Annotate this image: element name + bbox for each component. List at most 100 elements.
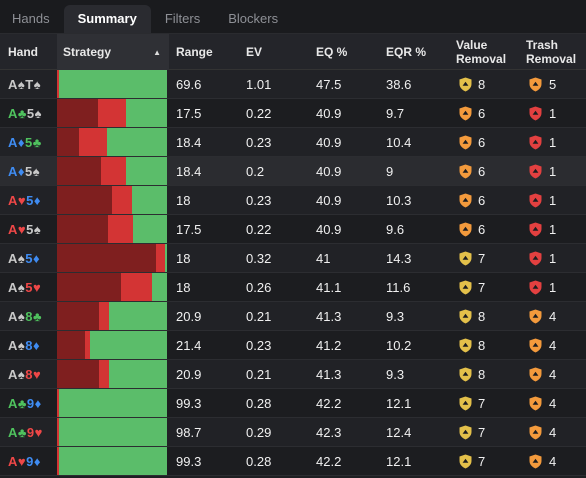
ev-value: 0.22 xyxy=(246,222,272,237)
table-row[interactable]: A♥5♦ 18 0.23 40.9 10.3 6 1 xyxy=(0,186,586,215)
range-value: 99.3 xyxy=(176,396,202,411)
range-value: 18 xyxy=(176,193,191,208)
eq-value: 42.2 xyxy=(316,454,342,469)
table-row[interactable]: A♠T♠ 69.6 1.01 47.5 38.6 8 5 xyxy=(0,70,586,99)
shield-up-icon xyxy=(529,280,542,295)
hand-cell: A♣5♠ xyxy=(8,99,42,128)
diamond-suit-icon: ♦ xyxy=(33,454,41,469)
column-header-trash-removal[interactable]: Trash Removal xyxy=(526,34,576,70)
hand-cell: A♠5♥ xyxy=(8,273,41,302)
eqr-value: 10.2 xyxy=(386,338,412,353)
shield-up-icon xyxy=(529,454,542,469)
table-row[interactable]: A♠5♥ 18 0.26 41.1 11.6 7 1 xyxy=(0,273,586,302)
eqr-value: 12.1 xyxy=(386,396,412,411)
column-header-strategy[interactable]: Strategy ▲ xyxy=(57,34,169,70)
card-rank: A xyxy=(8,222,18,237)
strategy-segment-bet xyxy=(57,389,60,417)
diamond-suit-icon: ♦ xyxy=(34,396,42,411)
shield-up-icon xyxy=(459,309,472,324)
strategy-segment-bet xyxy=(79,128,107,156)
table-row[interactable]: A♣9♥ 98.7 0.29 42.3 12.4 7 4 xyxy=(0,418,586,447)
value-removal-value: 6 xyxy=(478,135,486,150)
card-rank: 9 xyxy=(26,454,34,469)
spade-suit-icon: ♠ xyxy=(34,106,43,121)
range-value: 18 xyxy=(176,280,191,295)
strategy-segment-bet xyxy=(84,331,90,359)
table-row[interactable]: A♥5♠ 17.5 0.22 40.9 9.6 6 1 xyxy=(0,215,586,244)
eqr-value: 9.6 xyxy=(386,222,405,237)
strategy-segment-check xyxy=(126,157,167,185)
trash-removal-value: 5 xyxy=(549,77,557,92)
strategy-segment-check xyxy=(59,418,167,446)
shield-up-icon xyxy=(529,193,542,208)
shield-up-icon xyxy=(529,309,542,324)
tab-blockers[interactable]: Blockers xyxy=(228,11,279,26)
shield-up-icon xyxy=(459,193,472,208)
strategy-segment-large-bet xyxy=(57,331,85,359)
column-header-hand-label: Hand xyxy=(8,45,38,59)
column-header-eqr-label: EQR % xyxy=(386,45,427,59)
spade-suit-icon: ♠ xyxy=(17,309,26,324)
table-row[interactable]: A♦5♠ 18.4 0.2 40.9 9 6 1 xyxy=(0,157,586,186)
strategy-bar xyxy=(57,389,167,417)
table-row[interactable]: A♠8♥ 20.9 0.21 41.3 9.3 8 4 xyxy=(0,360,586,389)
table-row[interactable]: A♠8♦ 21.4 0.23 41.2 10.2 8 4 xyxy=(0,331,586,360)
trash-removal-value: 4 xyxy=(549,367,557,382)
table-row[interactable]: A♣5♠ 17.5 0.22 40.9 9.7 6 1 xyxy=(0,99,586,128)
eqr-value: 9.3 xyxy=(386,309,405,324)
strategy-segment-check xyxy=(59,447,167,475)
strategy-bar xyxy=(57,447,167,475)
value-removal-value: 8 xyxy=(478,77,486,92)
card-rank: A xyxy=(8,280,18,295)
range-value: 21.4 xyxy=(176,338,202,353)
hand-cell: A♠8♣ xyxy=(8,302,42,331)
column-header-value-removal-line1: Value xyxy=(456,38,488,52)
shield-up-icon xyxy=(529,222,542,237)
range-value: 98.7 xyxy=(176,425,202,440)
card-rank: A xyxy=(8,106,18,121)
shield-up-icon xyxy=(459,77,472,92)
card-rank: A xyxy=(8,164,18,179)
strategy-segment-check xyxy=(108,302,167,330)
trash-removal-value: 1 xyxy=(549,193,557,208)
eq-value: 41 xyxy=(316,251,331,266)
card-rank: A xyxy=(8,396,18,411)
ev-value: 0.29 xyxy=(246,425,272,440)
card-rank: 5 xyxy=(26,222,34,237)
strategy-segment-large-bet xyxy=(57,186,112,214)
spade-suit-icon: ♠ xyxy=(33,77,42,92)
table-row[interactable]: A♥9♦ 99.3 0.28 42.2 12.1 7 4 xyxy=(0,447,586,476)
column-header-hand[interactable]: Hand xyxy=(8,34,56,70)
shield-up-icon xyxy=(459,280,472,295)
diamond-suit-icon: ♦ xyxy=(33,251,41,266)
spade-suit-icon: ♠ xyxy=(32,164,41,179)
hand-cell: A♠8♦ xyxy=(8,331,40,360)
column-header-range[interactable]: Range xyxy=(176,34,213,70)
hand-cell: A♥9♦ xyxy=(8,447,41,476)
eq-value: 40.9 xyxy=(316,106,342,121)
shield-up-icon xyxy=(459,396,472,411)
table-row[interactable]: A♦5♣ 18.4 0.23 40.9 10.4 6 1 xyxy=(0,128,586,157)
card-rank: A xyxy=(8,338,18,353)
tab-filters[interactable]: Filters xyxy=(164,11,201,26)
shield-up-icon xyxy=(529,425,542,440)
card-rank: 5 xyxy=(25,135,33,150)
trash-removal-value: 1 xyxy=(549,106,557,121)
table-row[interactable]: A♠8♣ 20.9 0.21 41.3 9.3 8 4 xyxy=(0,302,586,331)
column-header-eqr[interactable]: EQR % xyxy=(386,34,426,70)
column-header-eq[interactable]: EQ % xyxy=(316,34,347,70)
tab-summary[interactable]: Summary xyxy=(63,5,151,33)
strategy-segment-bet xyxy=(57,418,60,446)
heart-suit-icon: ♥ xyxy=(33,280,42,295)
table-row[interactable]: A♣9♦ 99.3 0.28 42.2 12.1 7 4 xyxy=(0,389,586,418)
ev-value: 0.2 xyxy=(246,164,265,179)
tab-hands[interactable]: Hands xyxy=(12,11,50,26)
column-header-ev[interactable]: EV xyxy=(246,34,262,70)
heart-suit-icon: ♥ xyxy=(34,425,43,440)
table-row[interactable]: A♠5♦ 18 0.32 41 14.3 7 1 xyxy=(0,244,586,273)
sort-ascending-icon[interactable]: ▲ xyxy=(153,48,161,57)
column-header-value-removal[interactable]: Value Removal xyxy=(456,34,506,70)
range-value: 17.5 xyxy=(176,222,202,237)
strategy-segment-check xyxy=(59,70,167,98)
trash-removal-value: 1 xyxy=(549,251,557,266)
